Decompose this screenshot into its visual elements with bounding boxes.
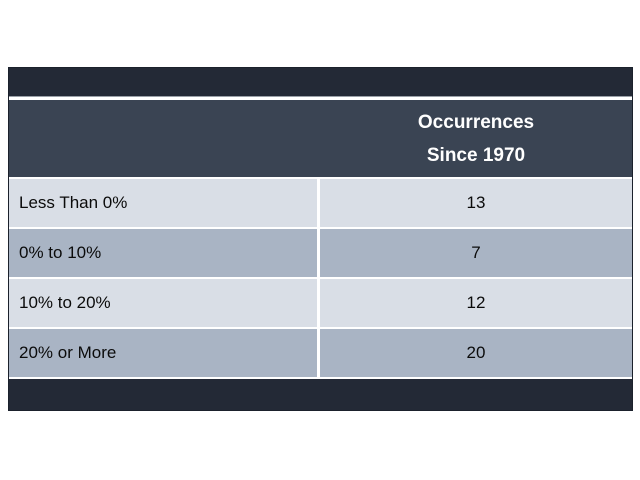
table-row-10-to-20: 10% to 20% 12 [9, 279, 632, 327]
row-value: 12 [320, 279, 632, 327]
header-empty-cell [9, 100, 320, 177]
row-value: 13 [320, 179, 632, 227]
column-divider [317, 279, 320, 327]
column-divider [317, 229, 320, 277]
row-value: 7 [320, 229, 632, 277]
top-separator-line [9, 96, 632, 100]
row-label: 0% to 10% [9, 229, 317, 277]
table-row-0-to-10: 0% to 10% 7 [9, 229, 632, 277]
table-row-20-or-more: 20% or More 20 [9, 329, 632, 377]
table-header-row: Occurrences Since 1970 [9, 100, 632, 177]
row-label: 20% or More [9, 329, 317, 377]
header-line-1: Occurrences [417, 111, 535, 133]
row-label: Less Than 0% [9, 179, 317, 227]
row-value: 20 [320, 329, 632, 377]
occurrences-table: Occurrences Since 1970 Less Than 0% 13 0… [8, 67, 633, 411]
table-top-band [9, 68, 632, 96]
row-label: 10% to 20% [9, 279, 317, 327]
column-divider [317, 329, 320, 377]
column-divider [317, 179, 320, 227]
table-bottom-band [9, 379, 632, 410]
header-occurrences-cell: Occurrences Since 1970 [320, 100, 632, 177]
header-line-2: Since 1970 [426, 144, 526, 166]
table-row-less-than-0: Less Than 0% 13 [9, 179, 632, 227]
